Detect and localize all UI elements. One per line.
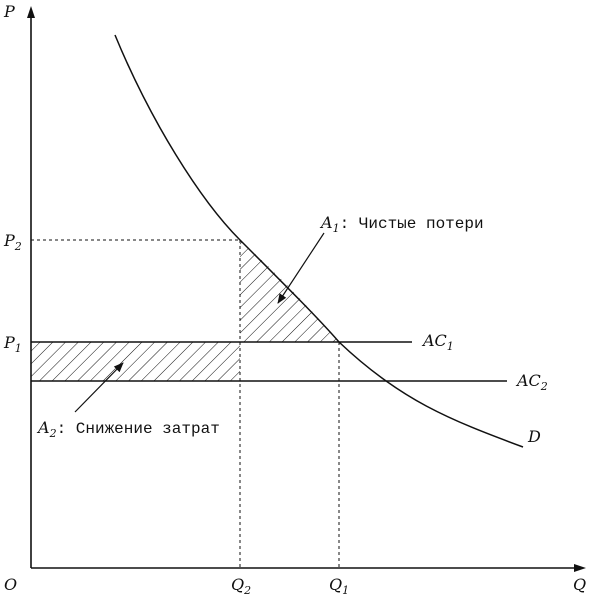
- y-axis-label: P: [3, 2, 15, 21]
- demand-label: D: [527, 427, 541, 446]
- ac1-label: AC1: [421, 331, 454, 353]
- p2-label: P2: [3, 231, 22, 253]
- a2-annotation: A2: Снижение затрат: [36, 418, 220, 440]
- ac2-label: AC2: [515, 371, 548, 393]
- demand-curve: [114, 34, 524, 448]
- y-axis-arrow: [27, 6, 35, 18]
- origin-label: O: [4, 575, 17, 594]
- a1-annotation: A1: Чистые потери: [319, 213, 484, 235]
- a1-arrow: [277, 232, 325, 304]
- x-axis-arrow: [574, 564, 586, 572]
- x-axis-label: Q: [573, 575, 586, 594]
- cost-reduction-area: [31, 342, 240, 381]
- p1-label: P1: [3, 333, 22, 355]
- q1-label: Q1: [329, 575, 349, 597]
- q2-label: Q2: [231, 575, 251, 597]
- a2-arrow: [74, 362, 124, 413]
